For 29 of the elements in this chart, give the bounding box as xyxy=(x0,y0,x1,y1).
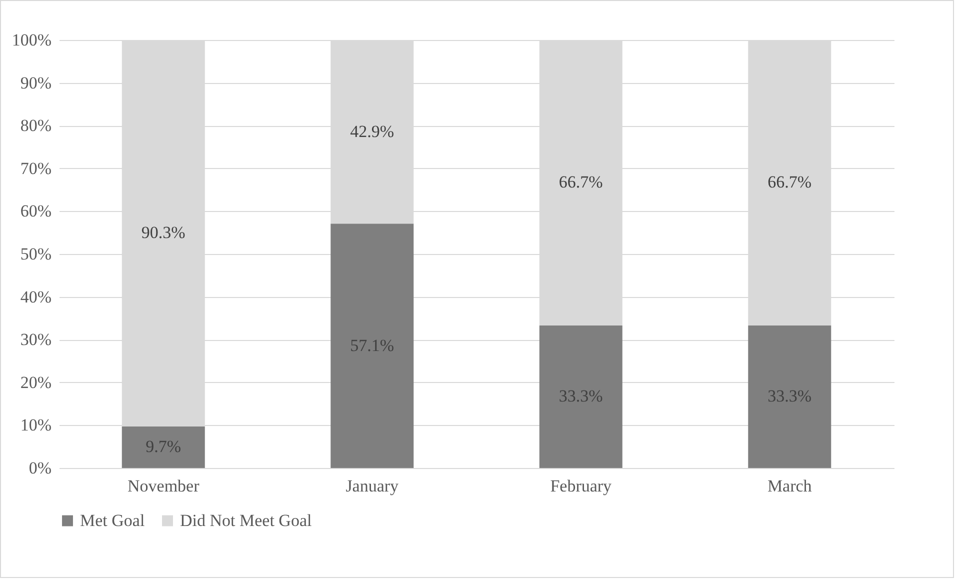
legend-label: Met Goal xyxy=(80,510,145,530)
y-tick-label: 80% xyxy=(20,116,52,136)
bar xyxy=(539,325,622,468)
y-tick-label: 30% xyxy=(20,330,52,350)
x-tick-label: November xyxy=(127,476,200,496)
legend-label: Did Not Meet Goal xyxy=(180,510,312,530)
data-label: 57.1% xyxy=(350,336,394,355)
x-tick-label: January xyxy=(346,476,400,496)
data-label: 42.9% xyxy=(350,122,394,141)
y-tick-label: 0% xyxy=(28,458,52,478)
x-tick-label: February xyxy=(550,476,612,496)
y-tick-label: 10% xyxy=(20,416,52,435)
y-tick-label: 90% xyxy=(20,73,52,92)
data-label: 90.3% xyxy=(141,223,186,242)
y-tick-label: 70% xyxy=(20,158,52,178)
x-tick-label: March xyxy=(767,476,812,496)
y-tick-label: 20% xyxy=(20,372,52,392)
y-tick-label: 60% xyxy=(20,202,52,221)
data-label: 9.7% xyxy=(146,437,182,456)
y-tick-label: 40% xyxy=(20,287,52,306)
data-label: 66.7% xyxy=(768,172,812,192)
data-label: 66.7% xyxy=(558,172,603,192)
bar xyxy=(748,325,832,468)
data-label: 33.3% xyxy=(558,386,603,406)
data-label: 33.3% xyxy=(768,386,812,406)
bar xyxy=(330,224,414,468)
y-tick-label: 100% xyxy=(12,30,52,50)
bar xyxy=(122,426,205,468)
y-tick-label: 50% xyxy=(20,244,52,264)
